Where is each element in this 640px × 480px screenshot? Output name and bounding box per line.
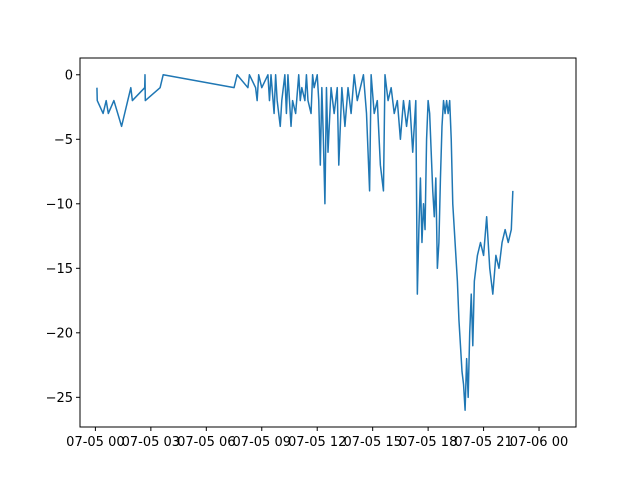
y-tick-label: −10	[46, 197, 73, 212]
y-tick-label: −25	[46, 391, 73, 406]
x-tick-label: 07-05 15	[343, 435, 401, 450]
x-tick-label: 07-05 03	[122, 435, 180, 450]
axes-frame	[79, 57, 577, 428]
x-tick-label: 07-05 12	[288, 435, 346, 450]
x-tick-label: 07-05 21	[454, 435, 512, 450]
y-tick-label: 0	[65, 68, 73, 83]
y-tick-label: −20	[46, 326, 73, 341]
x-tick-label: 07-05 09	[233, 435, 291, 450]
y-axis: 0 −5 −10 −15 −20 −25	[46, 68, 80, 406]
y-tick-label: −15	[46, 262, 73, 277]
series-line	[96, 74, 514, 411]
y-tick-label: −5	[54, 133, 73, 148]
x-tick-label: 07-05 00	[66, 435, 124, 450]
x-tick-label: 07-05 06	[177, 435, 235, 450]
x-tick-label: 07-05 18	[399, 435, 457, 450]
x-tick-label: 07-06 00	[510, 435, 568, 450]
plot-area	[96, 74, 514, 411]
